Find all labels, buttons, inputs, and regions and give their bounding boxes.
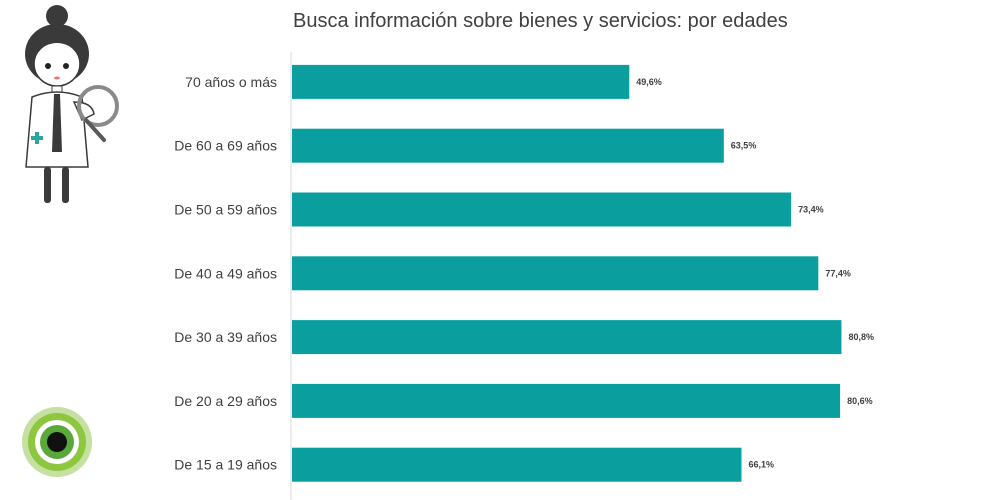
bar <box>292 128 724 163</box>
value-label: 80,8% <box>848 332 874 342</box>
category-label: De 15 a 19 años <box>174 457 277 473</box>
bar <box>292 192 792 227</box>
bar <box>292 256 819 291</box>
value-label: 49,6% <box>636 77 662 87</box>
detective-woman-with-magnifier-icon <box>25 5 119 203</box>
bar <box>292 320 842 355</box>
bar <box>292 383 841 418</box>
value-label: 80,6% <box>847 396 873 406</box>
value-label: 77,4% <box>825 268 851 278</box>
value-label: 66,1% <box>748 460 774 470</box>
green-circle-logo-icon <box>22 407 92 477</box>
category-label: De 40 a 49 años <box>174 265 277 281</box>
category-label: De 50 a 59 años <box>174 202 277 218</box>
category-label: 70 años o más <box>185 74 277 90</box>
chart-title: Busca información sobre bienes y servici… <box>293 10 788 32</box>
category-label: De 30 a 39 años <box>174 329 277 345</box>
category-label: De 60 a 69 años <box>174 138 277 154</box>
value-label: 63,5% <box>731 141 757 151</box>
value-label: 73,4% <box>798 205 824 215</box>
bar <box>292 64 630 99</box>
category-label: De 20 a 29 años <box>174 393 277 409</box>
bar <box>292 447 742 482</box>
